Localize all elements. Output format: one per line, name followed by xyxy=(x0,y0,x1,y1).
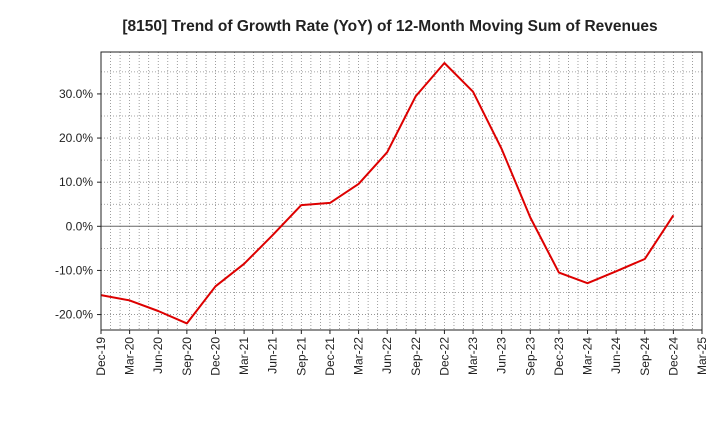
chart-title: [8150] Trend of Growth Rate (YoY) of 12-… xyxy=(122,18,657,35)
y-tick-label: 30.0% xyxy=(59,87,93,101)
x-tick-label: Mar-24 xyxy=(581,337,595,375)
x-tick-label: Dec-22 xyxy=(437,337,451,376)
x-tick-label: Sep-21 xyxy=(294,337,308,376)
x-tick-label: Jun-23 xyxy=(495,337,509,374)
y-tick-label: 20.0% xyxy=(59,131,93,145)
x-tick-label: Mar-22 xyxy=(352,337,366,375)
x-tick-label: Sep-24 xyxy=(638,337,652,376)
x-tick-label: Mar-21 xyxy=(237,337,251,375)
x-axis: Dec-19 Mar-20 Jun-20 Sep-20 Dec-20 Mar-21 Jun-… xyxy=(94,330,709,376)
series-layer xyxy=(100,62,675,325)
x-tick-label: Mar-25 xyxy=(695,337,709,375)
grid-lines xyxy=(101,52,702,330)
y-tick-label: 0.0% xyxy=(66,219,94,233)
x-tick-label: Dec-21 xyxy=(323,337,337,376)
x-tick-label: Sep-20 xyxy=(180,337,194,376)
x-tick-label: Dec-19 xyxy=(94,337,108,376)
x-tick-label: Dec-23 xyxy=(552,337,566,376)
y-tick-label: -10.0% xyxy=(55,263,93,277)
x-tick-label: Jun-24 xyxy=(609,337,623,374)
series-line xyxy=(100,62,675,325)
x-tick-label: Jun-21 xyxy=(266,337,280,374)
x-tick-label: Jun-22 xyxy=(380,337,394,374)
y-axis: 30.0% 20.0% 10.0% 0.0% -10.0% -20.0% xyxy=(55,87,101,322)
plot-area-border xyxy=(100,51,703,331)
y-tick-label: -20.0% xyxy=(55,308,93,322)
x-tick-label: Dec-20 xyxy=(208,337,222,376)
x-tick-label: Mar-23 xyxy=(466,337,480,375)
x-tick-label: Mar-20 xyxy=(123,337,137,375)
x-tick-label: Sep-22 xyxy=(409,337,423,376)
y-tick-label: 10.0% xyxy=(59,175,93,189)
x-tick-label: Dec-24 xyxy=(666,337,680,376)
x-tick-label: Jun-20 xyxy=(151,337,165,374)
x-tick-label: Sep-23 xyxy=(523,337,537,376)
